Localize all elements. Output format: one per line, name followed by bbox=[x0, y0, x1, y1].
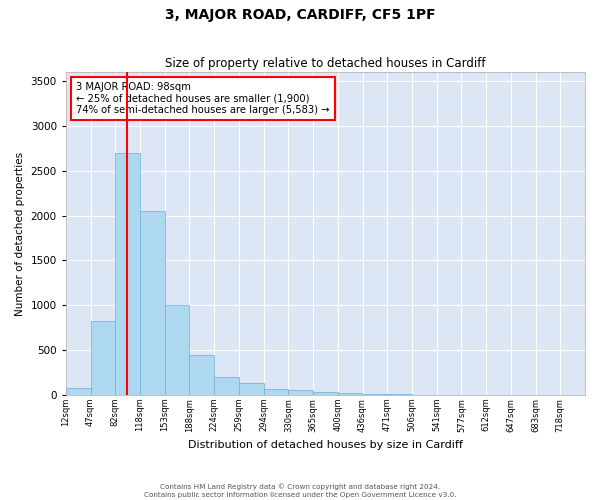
Bar bbox=[214, 377, 239, 395]
X-axis label: Distribution of detached houses by size in Cardiff: Distribution of detached houses by size … bbox=[188, 440, 463, 450]
Title: Size of property relative to detached houses in Cardiff: Size of property relative to detached ho… bbox=[165, 56, 485, 70]
Bar bbox=[263, 388, 289, 395]
Bar bbox=[140, 211, 165, 395]
Bar bbox=[190, 354, 214, 395]
Bar bbox=[313, 392, 338, 395]
Bar bbox=[338, 393, 362, 395]
Bar bbox=[165, 305, 190, 395]
Text: Contains HM Land Registry data © Crown copyright and database right 2024.
Contai: Contains HM Land Registry data © Crown c… bbox=[144, 484, 456, 498]
Text: 3, MAJOR ROAD, CARDIFF, CF5 1PF: 3, MAJOR ROAD, CARDIFF, CF5 1PF bbox=[164, 8, 436, 22]
Y-axis label: Number of detached properties: Number of detached properties bbox=[15, 152, 25, 316]
Bar bbox=[239, 383, 263, 395]
Bar bbox=[115, 153, 140, 395]
Text: 3 MAJOR ROAD: 98sqm
← 25% of detached houses are smaller (1,900)
74% of semi-det: 3 MAJOR ROAD: 98sqm ← 25% of detached ho… bbox=[76, 82, 330, 115]
Bar bbox=[91, 322, 115, 395]
Bar bbox=[362, 394, 387, 395]
Bar bbox=[66, 388, 91, 395]
Bar bbox=[289, 390, 313, 395]
